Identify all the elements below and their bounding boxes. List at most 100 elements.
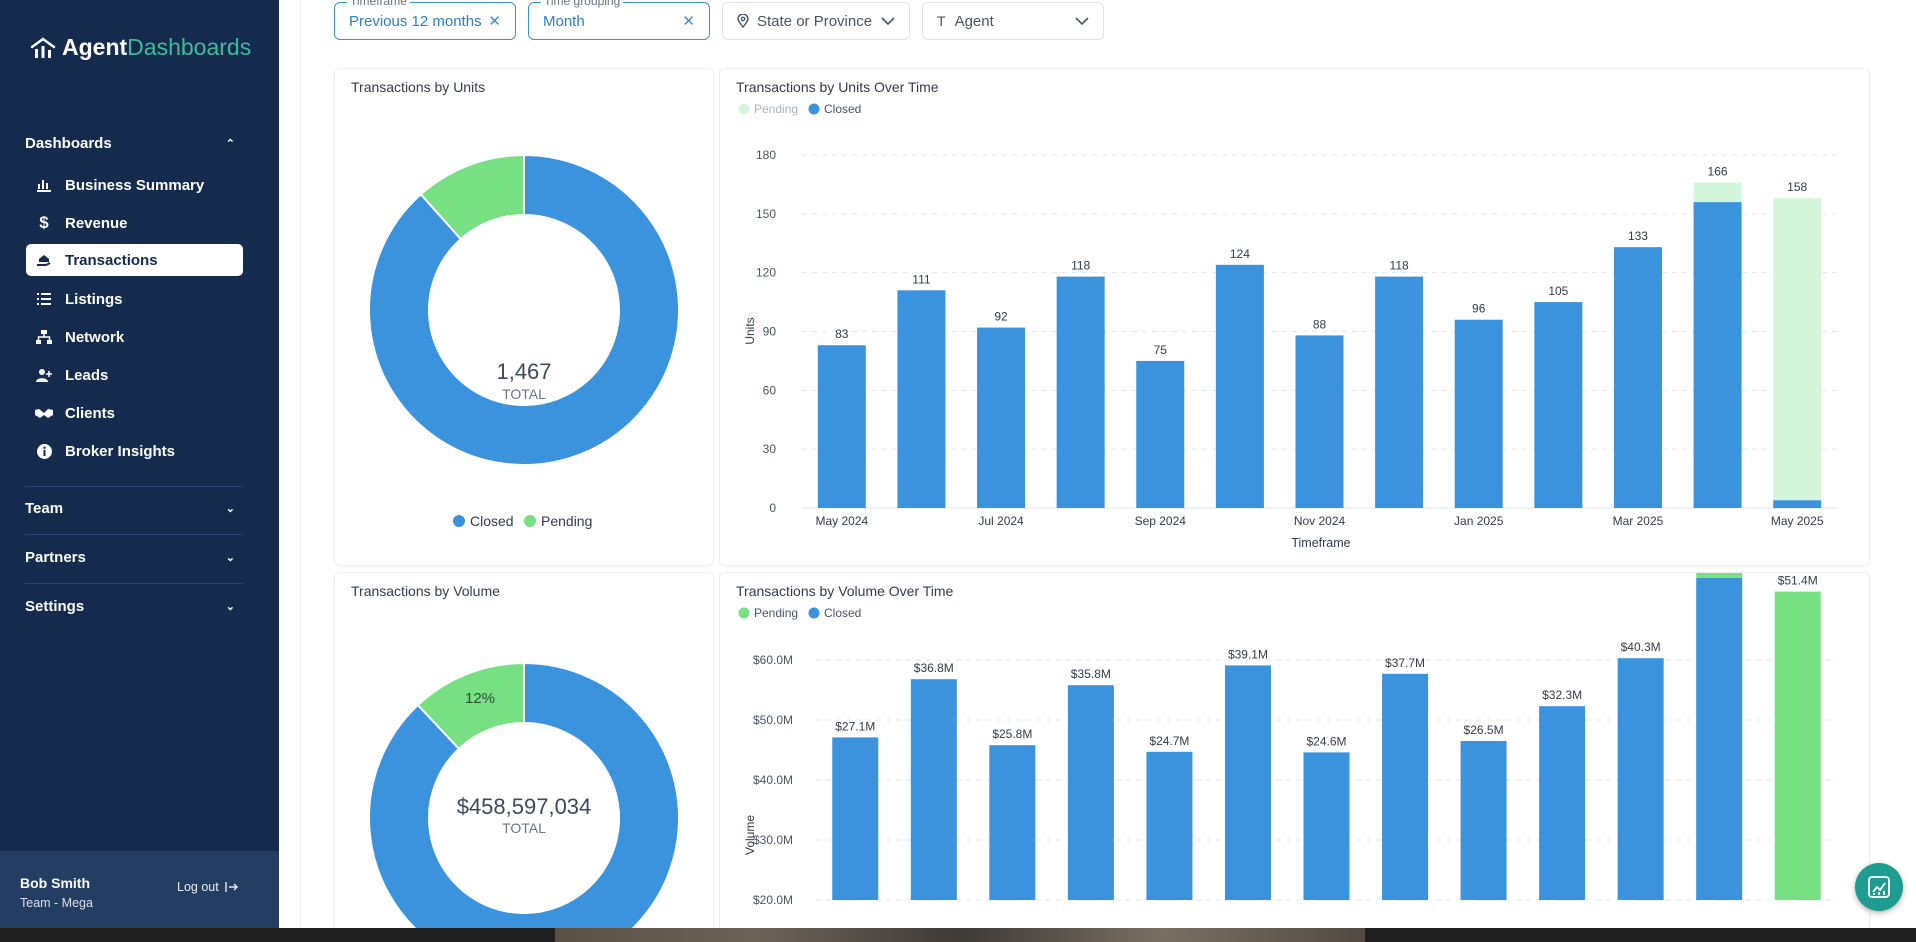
bar-pending[interactable] xyxy=(1774,591,1821,900)
section-team[interactable]: Team ⌄ xyxy=(25,500,243,517)
bar-closed[interactable] xyxy=(977,327,1026,508)
section-label: Settings xyxy=(25,598,85,615)
sidebar-item-listings[interactable]: Listings xyxy=(26,283,243,315)
donut-slice-pending[interactable] xyxy=(419,153,525,241)
sidebar-item-label: Listings xyxy=(65,290,123,308)
y-tick-label: 60 xyxy=(763,383,777,397)
bar-closed[interactable] xyxy=(1696,577,1743,900)
bar-closed[interactable] xyxy=(1693,202,1742,509)
y-tick-label: $50.0M xyxy=(753,713,793,727)
sidebar-item-business-summary[interactable]: Business Summary xyxy=(26,169,243,201)
section-dashboards[interactable]: Dashboards ⌃ xyxy=(25,135,243,152)
bar-closed[interactable] xyxy=(1136,360,1185,508)
bar-closed[interactable] xyxy=(910,679,957,900)
bar-closed[interactable] xyxy=(1146,751,1193,900)
donut-slice-closed[interactable] xyxy=(368,661,680,934)
donut-slice-closed[interactable] xyxy=(368,153,680,466)
volume-donut-card: Transactions by Volume 12% $458,597,034 … xyxy=(334,572,714,934)
section-label: Team xyxy=(25,500,64,517)
bar-closed[interactable] xyxy=(1295,335,1344,508)
house-hand-icon xyxy=(35,251,53,269)
donut-total-label: TOTAL xyxy=(502,386,546,402)
brand-part-2: Dashboards xyxy=(127,34,252,60)
time-grouping-filter[interactable]: Time grouping Month ✕ xyxy=(528,0,710,40)
bar-closed[interactable] xyxy=(1067,685,1114,900)
legend-swatch-closed xyxy=(808,103,820,115)
bar-pending[interactable] xyxy=(1773,198,1822,501)
bar-pending[interactable] xyxy=(1696,573,1743,578)
clear-icon[interactable]: ✕ xyxy=(488,13,501,30)
bar-closed[interactable] xyxy=(1534,302,1583,508)
divider xyxy=(25,583,243,584)
bar-closed[interactable] xyxy=(897,290,946,508)
legend-label-closed[interactable]: Closed xyxy=(470,513,514,529)
bar-closed[interactable] xyxy=(1375,276,1424,508)
bar-total-label: $25.8M xyxy=(992,727,1032,741)
x-tick-label: Mar 2025 xyxy=(1613,514,1664,528)
units-bar-chart: Pending Closed Units Timeframe 0 30 60 90 12… xyxy=(738,102,1837,550)
agent-filter[interactable]: T Agent xyxy=(922,2,1104,40)
bar-closed[interactable] xyxy=(1613,247,1662,508)
y-tick-label: 150 xyxy=(756,207,776,221)
legend-label-closed[interactable]: Closed xyxy=(824,102,861,116)
legend-label-pending[interactable]: Pending xyxy=(754,606,798,620)
info-icon xyxy=(35,442,53,460)
bar-total-label: 166 xyxy=(1708,164,1728,178)
x-tick-label: Jul 2024 xyxy=(978,514,1024,528)
sidebar-item-broker-insights[interactable]: Broker Insights xyxy=(26,435,243,467)
clear-icon[interactable]: ✕ xyxy=(682,13,695,30)
units-bar-card: Transactions by Units Over Time Pending … xyxy=(719,68,1870,566)
bar-closed[interactable] xyxy=(1460,741,1507,900)
bar-closed[interactable] xyxy=(1617,658,1664,900)
bar-total-label: 75 xyxy=(1154,343,1168,357)
bar-closed[interactable] xyxy=(989,745,1036,900)
bar-pending[interactable] xyxy=(1693,182,1742,203)
filter-placeholder: State or Province xyxy=(757,12,873,30)
sidebar-item-label: Leads xyxy=(65,366,109,384)
sidebar-item-network[interactable]: Network xyxy=(26,321,243,353)
section-partners[interactable]: Partners ⌄ xyxy=(25,549,243,566)
state-filter[interactable]: State or Province xyxy=(722,2,910,40)
sidebar-item-transactions[interactable]: Transactions xyxy=(26,244,243,276)
user-name: Bob Smith xyxy=(20,875,90,891)
brand-logo[interactable]: Agent Dashboards xyxy=(30,34,251,61)
sidebar-item-label: Network xyxy=(65,328,125,346)
y-tick-label: $40.0M xyxy=(753,773,793,787)
bar-closed[interactable] xyxy=(1773,500,1822,508)
logout-button[interactable]: Log out xyxy=(177,880,239,894)
bar-total-label: 118 xyxy=(1390,259,1409,273)
sidebar-item-clients[interactable]: Clients xyxy=(26,397,243,429)
sidebar-item-revenue[interactable]: $ Revenue xyxy=(26,207,243,239)
legend-label-closed[interactable]: Closed xyxy=(824,606,861,620)
bar-total-label: $51.4M xyxy=(1778,574,1818,588)
x-tick-label: Sep 2024 xyxy=(1135,514,1187,528)
x-tick-label: May 2025 xyxy=(1771,514,1824,528)
bar-closed[interactable] xyxy=(1215,264,1264,508)
legend-label-pending[interactable]: Pending xyxy=(754,102,798,116)
bar-closed[interactable] xyxy=(1454,319,1503,508)
bar-closed[interactable] xyxy=(817,345,866,508)
volume-donut-chart: 12% $458,597,034 TOTAL xyxy=(368,661,680,934)
donut-total-value: 1,467 xyxy=(496,359,551,384)
bar-total-label: $36.8M xyxy=(914,661,954,675)
section-settings[interactable]: Settings ⌄ xyxy=(25,598,243,615)
donut-slice-pending[interactable] xyxy=(416,661,525,751)
bar-closed[interactable] xyxy=(1382,673,1429,900)
bar-total-label: 96 xyxy=(1472,302,1486,316)
donut-total-value: $458,597,034 xyxy=(457,794,592,819)
list-icon xyxy=(35,290,53,308)
volume-bar-chart: Pending Closed Volume $20.0M $30.0M $40.0M… xyxy=(738,573,1837,907)
bar-closed[interactable] xyxy=(1224,665,1271,900)
floating-chart-button[interactable] xyxy=(1855,863,1903,911)
bar-closed[interactable] xyxy=(832,737,879,900)
bar-total-label: 83 xyxy=(835,327,849,341)
bar-closed[interactable] xyxy=(1303,752,1350,900)
bar-closed[interactable] xyxy=(1539,706,1586,900)
bar-closed[interactable] xyxy=(1056,276,1105,508)
sidebar-item-label: Clients xyxy=(65,404,116,422)
y-tick-label: 0 xyxy=(769,501,776,515)
divider xyxy=(25,534,243,535)
legend-label-pending[interactable]: Pending xyxy=(541,513,592,529)
sidebar-item-leads[interactable]: Leads xyxy=(26,359,243,391)
timeframe-filter[interactable]: Timeframe Previous 12 months ✕ xyxy=(334,0,516,40)
